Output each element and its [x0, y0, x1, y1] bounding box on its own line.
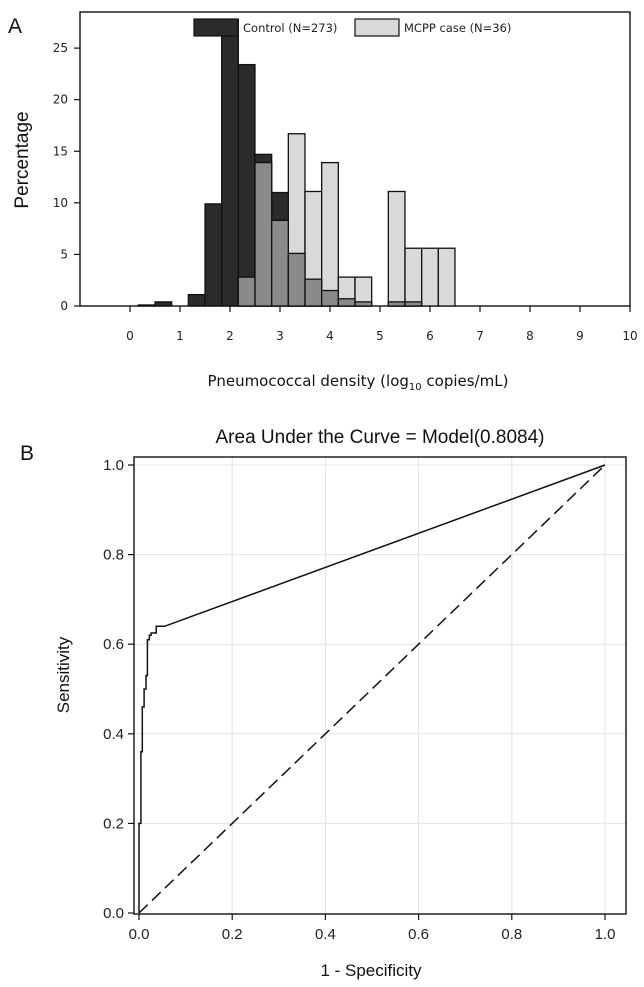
x-axis-title-subscript: 10: [409, 382, 422, 393]
y-tick-label: 0: [60, 299, 68, 313]
panel-b-x-axis-title: 1 - Specificity: [320, 961, 422, 980]
bar-control-1: [154, 301, 173, 307]
panel-b-grid: [134, 457, 626, 914]
y-tick-label: 25: [53, 41, 68, 55]
y-tick-label: 1.0: [103, 457, 124, 474]
x-tick-label: 0.6: [408, 926, 429, 943]
panel-b-plot-frame: [133, 456, 627, 915]
bar-control-0: [137, 304, 156, 307]
panel-a-x-axis-title: Pneumococcal density (log10 copies/mL): [208, 372, 509, 393]
x-tick-label: 4: [326, 329, 334, 343]
bar-mcpp-case-8: [387, 190, 406, 307]
bar-control-5: [237, 63, 256, 307]
x-tick-label: 8: [526, 329, 534, 343]
x-tick-label: 0.2: [222, 926, 243, 943]
x-tick-label: 9: [576, 329, 584, 343]
panel-b: B Area Under the Curve = Model(0.8084) 0…: [20, 427, 627, 980]
bar-control-4: [221, 18, 239, 307]
bar-overlap-6: [254, 161, 273, 307]
x-tick-label: 5: [376, 329, 384, 343]
panel-b-label: B: [20, 442, 34, 465]
y-tick-label: 0.6: [103, 636, 124, 653]
bar-overlap-14: [404, 301, 423, 307]
panel-a: A 0 5 10 15 20 25 0 1 2 3 4 5 6 7 8 9 10 Percentage Pne…: [8, 11, 638, 393]
panel-a-bars: [137, 18, 456, 307]
panel-a-y-ticks: 0 5 10 15 20 25: [53, 41, 80, 313]
bar-overlap-7: [271, 219, 289, 307]
x-tick-label: 10: [622, 329, 637, 343]
x-tick-label: 1: [176, 329, 184, 343]
bar-mcpp-case-11: [437, 247, 456, 307]
roc-curve-line: [138, 464, 606, 913]
y-tick-label: 0.4: [103, 726, 124, 743]
bar-mcpp-case-10: [421, 247, 439, 307]
x-tick-label: 0.4: [315, 926, 336, 943]
panel-b-y-axis-title: Sensitivity: [54, 636, 73, 713]
y-tick-label: 0.8: [103, 547, 124, 564]
panel-a-label: A: [8, 15, 22, 38]
bar-overlap-9: [304, 278, 323, 307]
legend-label-mcpp-case: MCPP case (N=36): [404, 21, 511, 35]
panel-b-y-ticks: 0.0 0.2 0.4 0.6 0.8 1.0: [103, 457, 134, 922]
x-tick-label: 6: [426, 329, 434, 343]
x-tick-label: 3: [276, 329, 284, 343]
panel-b-title: Area Under the Curve = Model(0.8084): [216, 427, 545, 448]
x-axis-title-rest: copies/mL): [422, 372, 509, 390]
legend-label-control: Control (N=273): [243, 21, 337, 35]
y-tick-label: 0.2: [103, 815, 124, 832]
reference-diagonal-line: [138, 464, 606, 914]
y-tick-label: 10: [53, 196, 68, 210]
bar-overlap-5: [237, 276, 256, 307]
x-axis-title-main: Pneumococcal density (log: [208, 372, 409, 390]
bar-control-2: [187, 294, 206, 307]
y-tick-label: 20: [53, 93, 68, 107]
bar-mcpp-case-5: [321, 161, 339, 307]
panel-a-x-ticks: 0 1 2 3 4 5 6 7 8 9 10: [126, 306, 638, 343]
x-tick-label: 2: [226, 329, 234, 343]
panel-b-lines: [138, 464, 606, 914]
panel-a-plot-frame: [79, 11, 631, 307]
legend-swatch-mcpp-case: [354, 18, 400, 37]
bar-overlap-8: [287, 252, 306, 307]
panel-a-legend: Control (N=273) MCPP case (N=36): [193, 18, 511, 37]
x-tick-label: 0.0: [129, 926, 150, 943]
y-tick-label: 0.0: [103, 905, 124, 922]
legend-swatch-control: [193, 18, 239, 37]
bar-overlap-11: [337, 298, 356, 307]
panel-b-x-ticks: 0.0 0.2 0.4 0.6 0.8 1.0: [129, 914, 616, 943]
x-tick-label: 1.0: [595, 926, 616, 943]
x-tick-label: 0.8: [501, 926, 522, 943]
bar-control-3: [204, 203, 223, 307]
bar-mcpp-case-9: [404, 247, 423, 307]
panel-a-y-axis-title: Percentage: [12, 111, 33, 208]
y-tick-label: 15: [53, 144, 68, 158]
bar-overlap-13: [387, 301, 406, 307]
x-tick-label: 7: [476, 329, 484, 343]
y-tick-label: 5: [60, 247, 68, 261]
bar-overlap-10: [321, 289, 339, 307]
x-tick-label: 0: [126, 329, 134, 343]
bar-overlap-12: [354, 301, 373, 307]
